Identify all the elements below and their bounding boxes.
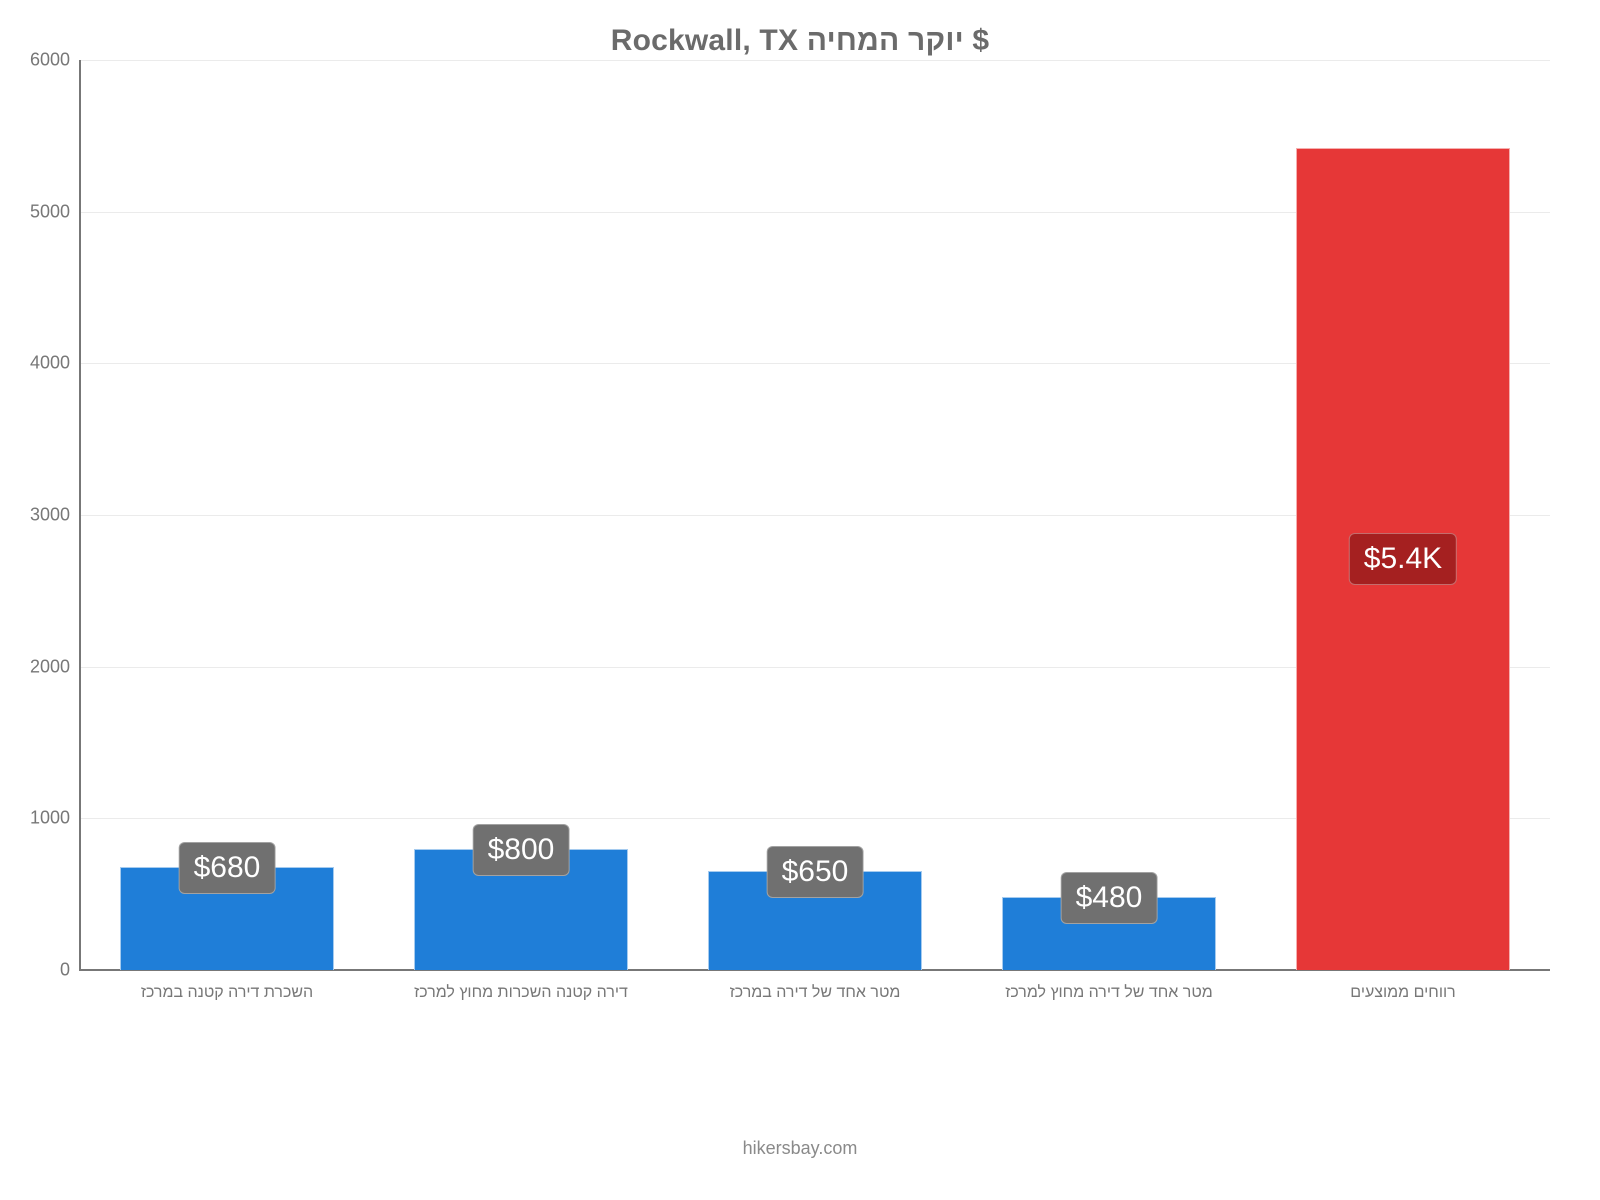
x-tick-label: מטר אחד של דירה במרכז [668,970,962,1002]
bar-slot: $480 [962,60,1256,970]
bar: $800 [414,849,629,970]
y-tick-label: 3000 [30,505,80,526]
x-tick-label: השכרת דירה קטנה במרכז [80,970,374,1002]
bar: $480 [1002,897,1217,970]
y-tick-label: 0 [60,960,80,981]
y-tick-label: 2000 [30,656,80,677]
y-tick-label: 1000 [30,808,80,829]
bar: $5.4K [1296,148,1511,970]
x-tick-label: דירה קטנה השכרות מחוץ למרכז [374,970,668,1002]
bar-value-label: $680 [179,842,276,894]
bar: $650 [708,871,923,970]
image-credit: hikersbay.com [0,1138,1600,1159]
bar: $680 [120,867,335,970]
y-tick-label: 6000 [30,50,80,71]
bar-value-label: $5.4K [1349,533,1457,585]
x-tick-label: מטר אחד של דירה מחוץ למרכז [962,970,1256,1002]
chart-title: Rockwall, TX יוקר המחיה $ [24,24,1576,58]
plot-area: 0100020003000400050006000 $680$800$650$4… [80,60,1550,970]
cost-of-living-bar-chart: Rockwall, TX יוקר המחיה $ 0 1000 2000 3000 4… [0,0,1600,1200]
x-tick-row: השכרת דירה קטנה במרכזדירה קטנה השכרות מח… [80,970,1550,1002]
bar-slot: $5.4K [1256,60,1550,970]
bar-slot: $650 [668,60,962,970]
bar-slot: $680 [80,60,374,970]
y-tick-label: 5000 [30,201,80,222]
bar-value-label: $480 [1061,872,1158,924]
bars-group: $680 $800 $650 $480 $5.4K [80,60,1550,970]
bar-value-label: $650 [767,846,864,898]
x-tick-label: רווחים ממוצעים [1256,970,1550,1002]
bar-value-label: $800 [473,824,570,876]
y-tick-label: 4000 [30,353,80,374]
bar-slot: $800 [374,60,668,970]
